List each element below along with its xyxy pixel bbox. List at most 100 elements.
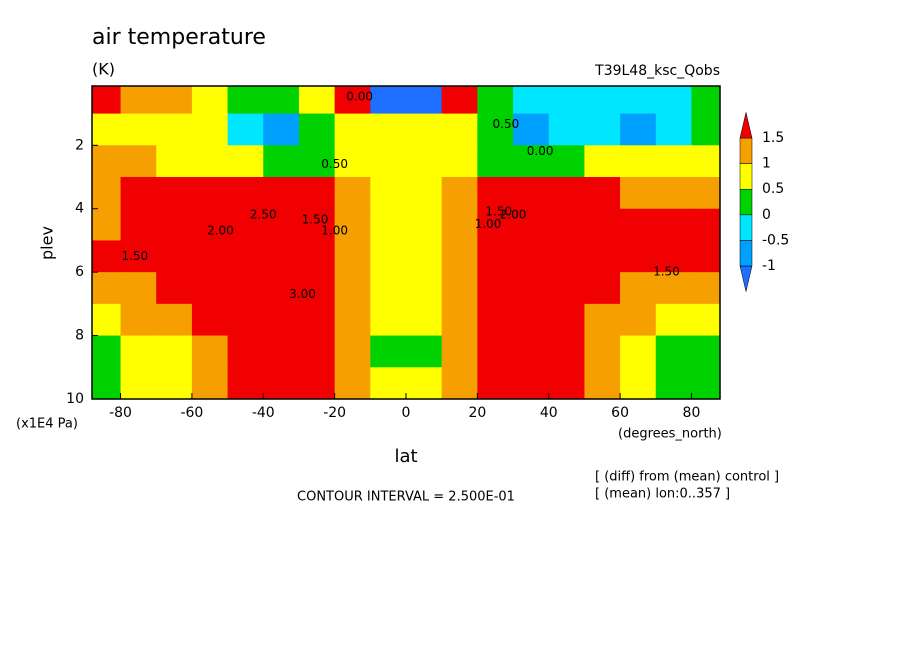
field-cell xyxy=(584,272,621,305)
x-tick-label: 20 xyxy=(468,405,486,421)
field-cell xyxy=(584,145,621,178)
field-cell xyxy=(548,335,585,368)
colorbar-label: 1.5 xyxy=(762,130,784,146)
field-cell xyxy=(584,113,621,146)
y-axis-label: plev xyxy=(38,226,57,260)
field-cell xyxy=(548,303,585,337)
field-cell xyxy=(298,335,336,368)
field-cell xyxy=(370,335,407,368)
x-tick-label: -80 xyxy=(109,405,132,421)
field-cell xyxy=(334,177,371,210)
field-cell xyxy=(441,335,478,368)
field-cell xyxy=(548,367,585,400)
field-cell xyxy=(548,113,585,146)
field-cell xyxy=(620,272,657,305)
field-cell xyxy=(227,303,264,337)
field-cell xyxy=(691,208,721,241)
field-cell xyxy=(120,86,157,115)
field-cell xyxy=(298,240,336,273)
field-cell xyxy=(334,145,371,178)
field-cell xyxy=(120,303,157,337)
contour-label: 1.50 xyxy=(653,265,680,279)
field-cell xyxy=(334,240,371,273)
x-tick-label: -60 xyxy=(180,405,203,421)
field-cell xyxy=(227,367,264,400)
field-cell xyxy=(691,177,721,210)
field-cell xyxy=(92,240,122,273)
field-cell xyxy=(334,367,371,400)
colorbar-box xyxy=(739,240,753,267)
field-cell xyxy=(191,113,229,146)
note: [ (mean) lon:0..357 ] xyxy=(595,487,730,502)
field-cell xyxy=(298,145,336,178)
x-tick-label: 0 xyxy=(402,405,411,421)
field-cell xyxy=(263,208,300,241)
field-cell xyxy=(191,145,229,178)
field-cell xyxy=(584,86,621,115)
y-tick-label: 6 xyxy=(75,264,84,280)
field-cell xyxy=(655,367,692,400)
field-cell xyxy=(655,240,692,273)
field-cell xyxy=(548,240,585,273)
field-cell xyxy=(620,367,657,400)
field-cell xyxy=(548,208,585,241)
field-cell xyxy=(227,208,264,241)
field-cell xyxy=(191,367,229,400)
field-cell xyxy=(298,177,336,210)
field-cell xyxy=(263,367,300,400)
field-cell xyxy=(691,86,721,115)
chart-title: air temperature xyxy=(92,25,266,50)
field-cell xyxy=(156,367,193,400)
field-cell xyxy=(477,367,514,400)
field-cell xyxy=(227,145,264,178)
field-cell xyxy=(441,303,478,337)
field-cell xyxy=(334,208,371,241)
field-cell xyxy=(513,177,550,210)
field-cell xyxy=(548,177,585,210)
field-cell xyxy=(513,240,550,273)
contour-label: 0.00 xyxy=(346,89,373,103)
field-cell xyxy=(513,272,550,305)
field-cell xyxy=(298,208,336,241)
field-cell xyxy=(156,335,193,368)
field-cell xyxy=(691,335,721,368)
colorbar-label: -1 xyxy=(762,258,776,274)
field-cell xyxy=(370,113,407,146)
field-cell xyxy=(227,86,264,115)
field-cell xyxy=(584,177,621,210)
contour-label: 1.50 xyxy=(121,249,148,263)
field-cell xyxy=(584,208,621,241)
contour-label: 1.00 xyxy=(321,223,348,237)
field-cell xyxy=(156,113,193,146)
field-cell xyxy=(92,177,122,210)
colorbar-box xyxy=(739,137,753,164)
field-cell xyxy=(584,367,621,400)
field-cell xyxy=(406,272,443,305)
field-cell xyxy=(227,177,264,210)
field-cell xyxy=(691,113,721,146)
field-cell xyxy=(120,335,157,368)
field-cell xyxy=(120,240,157,273)
field-cell xyxy=(477,113,514,146)
contour-label: 1.00 xyxy=(475,217,502,231)
contour-label: 0.50 xyxy=(321,157,348,171)
field-cell xyxy=(691,240,721,273)
field-cell xyxy=(263,335,300,368)
field-cell xyxy=(191,208,229,241)
field xyxy=(92,86,721,400)
field-cell xyxy=(620,240,657,273)
contour-label: 0.50 xyxy=(493,117,520,131)
field-cell xyxy=(263,113,300,146)
field-cell xyxy=(620,208,657,241)
field-cell xyxy=(655,113,692,146)
field-cell xyxy=(227,335,264,368)
field-cell xyxy=(655,145,692,178)
field-cell xyxy=(370,240,407,273)
field-cell xyxy=(263,86,300,115)
field-cell xyxy=(548,86,585,115)
field-cell xyxy=(191,335,229,368)
field-cell xyxy=(691,367,721,400)
field-cell xyxy=(441,113,478,146)
field-cell xyxy=(620,145,657,178)
